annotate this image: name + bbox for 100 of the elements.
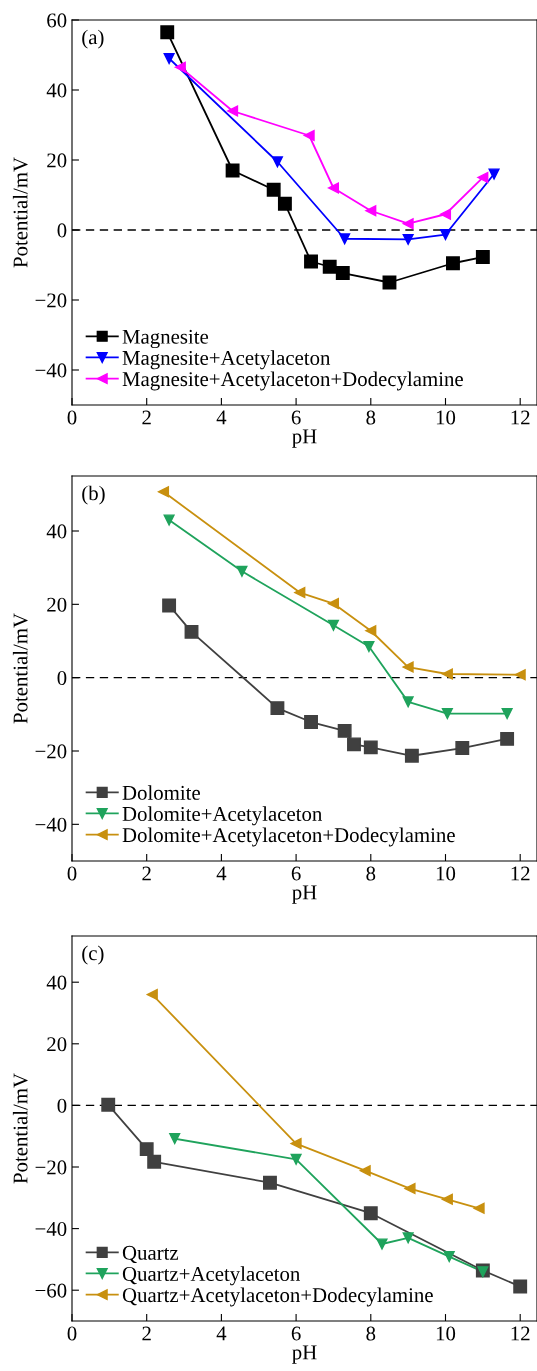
point (227, 105, 239, 117)
y-tick-label: −20 (35, 293, 67, 308)
y-tick-label: 40 (46, 524, 67, 539)
point (347, 737, 361, 752)
x-tick-label: 2 (142, 410, 151, 425)
x-tick-label: 10 (436, 1326, 456, 1341)
x-tick-label: 6 (291, 866, 301, 881)
point (446, 256, 460, 271)
point (327, 182, 340, 194)
x-tick-label: 6 (291, 410, 301, 425)
x-tick-label: 6 (291, 1326, 301, 1341)
point (146, 988, 158, 1001)
point (439, 208, 452, 220)
x-tick-label: 12 (511, 410, 530, 425)
point (402, 1232, 414, 1244)
point (304, 254, 318, 269)
y-tick-label: 20 (47, 597, 67, 612)
y-tick-label: 0 (57, 671, 67, 686)
point (160, 25, 175, 40)
point (475, 250, 490, 264)
annotation: (c) (82, 945, 104, 965)
point (404, 1183, 416, 1195)
point (327, 598, 340, 610)
point (402, 233, 414, 246)
point (270, 701, 285, 716)
point (303, 129, 315, 142)
point (339, 233, 351, 245)
y-tick-label: −60 (35, 1283, 67, 1298)
point (101, 1097, 116, 1112)
point (184, 624, 199, 639)
x-tick-label: 8 (366, 410, 376, 425)
y-tick-label: 20 (47, 153, 67, 168)
point (363, 740, 378, 755)
y-axis-title: Potential/mV (12, 1073, 28, 1184)
point (402, 661, 414, 673)
point (402, 218, 414, 230)
point (455, 741, 470, 756)
point (376, 1238, 388, 1250)
point (139, 1142, 154, 1157)
point (236, 565, 248, 577)
y-tick-label: −40 (35, 363, 67, 378)
point (439, 228, 452, 241)
point (294, 587, 306, 599)
point (441, 668, 453, 680)
annotation: (b) (82, 485, 105, 505)
point (402, 696, 414, 708)
y-axis-title: Potential/mV (12, 157, 28, 268)
x-tick-label: 10 (436, 410, 456, 425)
y-tick-label: 20 (47, 1037, 67, 1052)
point (363, 640, 375, 653)
y-tick-label: 60 (47, 13, 67, 28)
legend-label: Magnesite+Acetylaceton (122, 350, 331, 370)
point (404, 748, 419, 763)
point (500, 731, 515, 746)
x-tick-label: 0 (67, 1326, 77, 1341)
point (290, 1138, 302, 1150)
point (327, 619, 340, 631)
y-tick-label: 40 (46, 975, 67, 990)
point (157, 486, 170, 498)
point (322, 259, 337, 274)
point (441, 708, 453, 720)
x-axis-title: pH (292, 885, 317, 904)
point (335, 266, 350, 280)
x-tick-label: 8 (366, 1326, 376, 1341)
point (477, 171, 489, 184)
legend-label: Quartz+Acetylaceton (122, 1266, 301, 1286)
annotation: (a) (82, 29, 104, 49)
x-tick-label: 4 (216, 1326, 227, 1341)
point (514, 669, 526, 681)
point (290, 1153, 302, 1165)
point (266, 182, 281, 197)
x-tick-label: 2 (142, 1326, 151, 1341)
point (174, 61, 186, 73)
x-tick-label: 4 (216, 866, 227, 881)
x-tick-label: 12 (511, 866, 530, 881)
y-tick-label: −20 (35, 744, 67, 759)
y-axis-title: Potential/mV (12, 613, 28, 724)
x-axis-title: pH (292, 1345, 317, 1364)
point (271, 156, 283, 168)
y-tick-label: 40 (46, 83, 67, 98)
x-tick-label: 12 (511, 1326, 530, 1341)
point (263, 1175, 277, 1190)
point (225, 163, 240, 178)
legend-label: Magnesite+Acetylaceton+Dodecylamine (122, 371, 463, 391)
point (359, 1165, 371, 1177)
point (441, 1193, 453, 1205)
legend-label: Dolomite+Acetylaceton+Dodecylamine (122, 827, 455, 847)
x-tick-label: 10 (436, 866, 456, 881)
legend-label: Quartz+Acetylaceton+Dodecylamine (122, 1287, 433, 1307)
point (513, 1279, 528, 1294)
x-tick-label: 0 (67, 410, 77, 425)
point (304, 715, 318, 729)
x-tick-label: 4 (216, 410, 227, 425)
point (163, 514, 175, 526)
point (473, 1202, 485, 1214)
x-tick-label: 2 (142, 866, 151, 881)
point (501, 708, 513, 720)
point (365, 625, 377, 637)
y-tick-label: −20 (35, 1160, 67, 1175)
point (337, 723, 352, 738)
